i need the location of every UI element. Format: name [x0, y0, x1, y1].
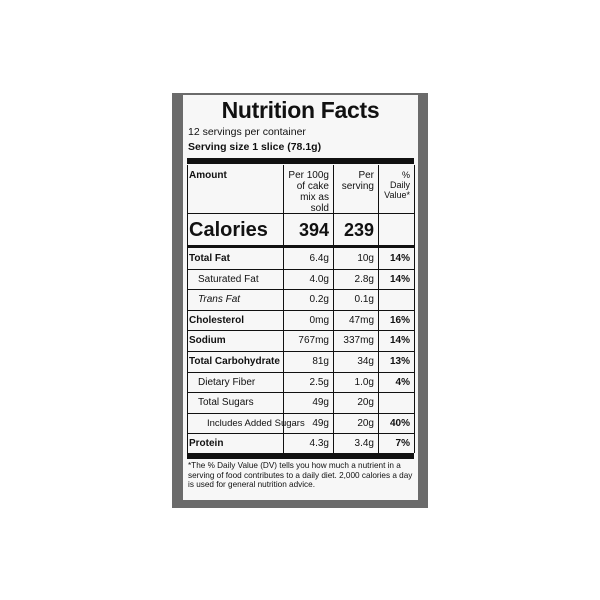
nutrient-name: Total Carbohydrate [189, 356, 280, 367]
row-rule [187, 268, 414, 270]
nutrient-value: 3.4g [354, 438, 374, 450]
nutrient-value: 0.1g [354, 294, 374, 306]
nutrient-name: Saturated Fat [198, 273, 259, 285]
column-header: Amount [189, 170, 227, 181]
nutrient-value: 16% [389, 314, 410, 326]
footnote: *The % Daily Value (DV) tells you how mu… [188, 461, 413, 489]
nutrient-value: 10g [357, 253, 374, 264]
row-rule [187, 309, 414, 311]
column-header: Per 100g of cake mix as sold [288, 170, 329, 214]
column-rule [283, 165, 284, 453]
nutrient-name: Trans Fat [198, 294, 241, 306]
nutrient-value: 81g [312, 356, 329, 367]
nutrient-value: 14% [389, 273, 410, 285]
nutrient-value: 14% [389, 335, 410, 347]
nutrient-value: 4.3g [309, 438, 329, 450]
nutrient-value: 1.0g [354, 376, 374, 388]
row-rule [187, 412, 414, 414]
calories-label: Calories [189, 219, 268, 241]
nutrient-name: Protein [189, 438, 224, 450]
row-rule [187, 330, 414, 332]
nutrient-value: 40% [389, 417, 410, 429]
column-rule [187, 165, 188, 453]
nutrient-value: 34g [357, 356, 374, 367]
title: Nutrition Facts [221, 97, 380, 123]
nutrient-name: Dietary Fiber [198, 376, 256, 388]
column-rule [333, 165, 334, 453]
thick-rule [187, 453, 414, 459]
row-rule [187, 213, 414, 214]
nutrient-value: 2.8g [354, 273, 374, 285]
calories-value: 394 [298, 220, 329, 240]
nutrient-value: 0.2g [309, 294, 329, 306]
thick-rule [187, 245, 414, 248]
column-rule [414, 165, 415, 453]
nutrition-label: Nutrition Facts 12 servings per containe… [183, 95, 418, 500]
nutrient-value: 6.4g [309, 253, 329, 264]
column-header: % Daily Value* [384, 170, 410, 200]
nutrient-value: 13% [389, 356, 410, 367]
row-rule [187, 392, 414, 394]
nutrient-value: 0mg [309, 314, 329, 326]
nutrient-name: Includes Added Sugars [207, 417, 305, 429]
servings: 12 servings per container [188, 126, 306, 138]
nutrient-value: 4.0g [309, 273, 329, 285]
nutrient-value: 337mg [343, 335, 374, 347]
nutrient-name: Sodium [189, 335, 226, 347]
row-rule [187, 433, 414, 435]
row-rule [187, 371, 414, 373]
column-header: Per serving [341, 170, 374, 192]
nutrient-value: 767mg [298, 335, 329, 347]
nutrient-value: 20g [357, 417, 374, 429]
nutrient-value: 20g [357, 397, 374, 409]
thick-rule [187, 158, 414, 164]
calories-value: 239 [343, 220, 374, 240]
nutrient-value: 49g [312, 397, 329, 409]
nutrient-value: 49g [312, 417, 329, 429]
nutrient-value: 2.5g [309, 376, 329, 388]
nutrient-value: 14% [389, 253, 410, 264]
row-rule [187, 289, 414, 291]
nutrient-value: 47mg [348, 314, 374, 326]
nutrient-name: Cholesterol [189, 314, 245, 326]
nutrient-name: Total Sugars [198, 397, 254, 409]
row-rule [187, 351, 414, 352]
nutrient-value: 4% [395, 376, 410, 388]
column-rule [378, 165, 379, 453]
serving-size: Serving size 1 slice (78.1g) [188, 141, 322, 153]
nutrient-value: 7% [395, 438, 410, 450]
nutrient-name: Total Fat [189, 253, 230, 264]
